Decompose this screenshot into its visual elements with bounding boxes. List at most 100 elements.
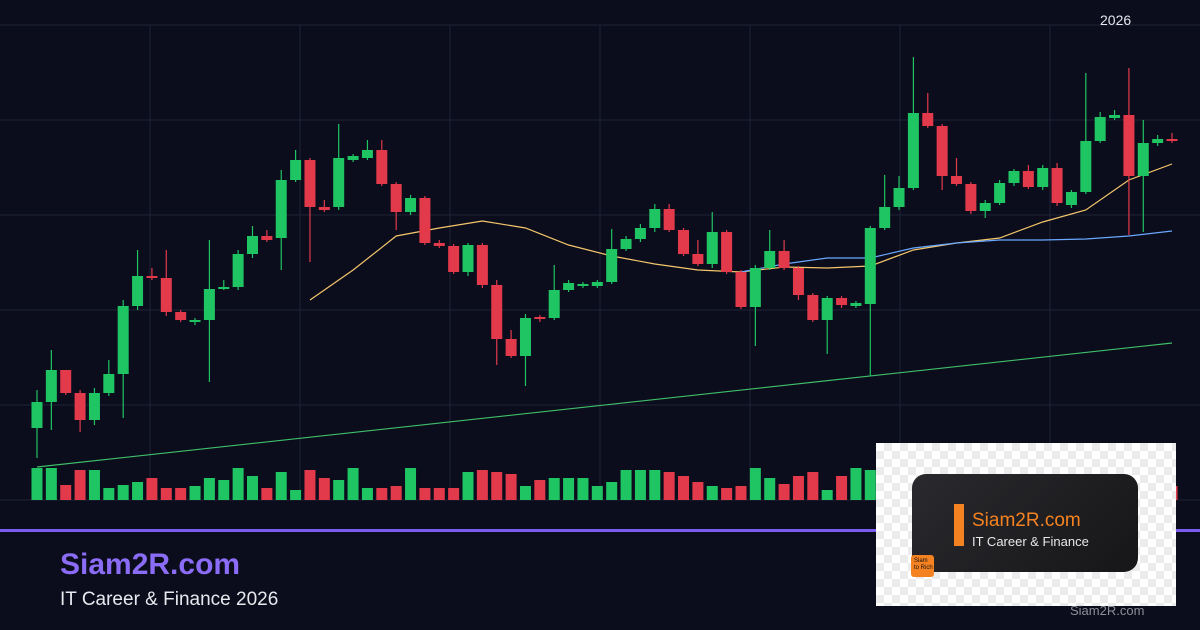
candle-body	[203, 289, 215, 320]
candle-body	[591, 282, 603, 286]
candle-body	[361, 150, 373, 158]
volume-bar	[864, 470, 876, 500]
logo-tagline: IT Career & Finance	[972, 534, 1089, 549]
volume-bar	[792, 476, 804, 500]
candle-body	[175, 312, 187, 320]
volume-bar	[347, 468, 359, 500]
volume-bar	[275, 472, 287, 500]
candle-body	[922, 113, 934, 126]
watermark: Siam2R.com	[1070, 603, 1145, 618]
candle-body	[405, 198, 417, 212]
candle-body	[1137, 143, 1149, 176]
volume-bar	[74, 470, 86, 500]
candle-body	[534, 317, 546, 319]
volume-bar	[663, 472, 675, 500]
candle-body	[1109, 115, 1121, 118]
volume-bar	[821, 490, 833, 500]
candle-body	[31, 402, 43, 428]
candle-body	[778, 251, 790, 268]
volume-bar	[678, 476, 690, 500]
volume-bar	[405, 468, 417, 500]
logo-card: Siam2R.com IT Career & Finance Siam to R…	[876, 443, 1176, 606]
logo-panel: Siam2R.com IT Career & Finance	[912, 474, 1138, 572]
volume-bar	[778, 484, 790, 500]
candle-body	[965, 184, 977, 211]
volume-bar	[132, 482, 144, 500]
candle-body	[836, 298, 848, 305]
candle-body	[74, 393, 86, 420]
volume-bar	[476, 470, 488, 500]
volume-bar	[117, 485, 129, 500]
candle-body	[88, 393, 100, 420]
candle-body	[261, 236, 273, 240]
candle-body	[390, 184, 402, 212]
candle-body	[45, 370, 57, 402]
volume-bar	[534, 480, 546, 500]
period-label: 2026	[1100, 12, 1132, 28]
candle-body	[951, 176, 963, 184]
volume-bar	[764, 478, 776, 500]
candle-body	[376, 150, 388, 184]
volume-bar	[60, 485, 72, 500]
candle-body	[160, 278, 172, 312]
volume-bar	[836, 476, 848, 500]
candle-body	[807, 295, 819, 320]
volume-bar	[548, 478, 560, 500]
volume-bar	[692, 482, 704, 500]
volume-bar	[376, 488, 388, 500]
candle-body	[1065, 192, 1077, 205]
logo-name: Siam2R.com	[972, 510, 1081, 531]
volume-bar	[649, 470, 661, 500]
candle-body	[60, 370, 72, 393]
candle-body	[1094, 117, 1106, 141]
icon-text: Siam	[914, 558, 928, 564]
candle-body	[1152, 139, 1164, 143]
volume-bar	[448, 488, 460, 500]
candle-body	[678, 230, 690, 254]
volume-bar	[577, 478, 589, 500]
logo-bar	[954, 504, 964, 546]
candle-body	[692, 254, 704, 264]
volume-bar	[519, 486, 531, 500]
volume-bar	[146, 478, 158, 500]
logo-icon: Siam to Rich	[911, 555, 934, 577]
overlay-line	[36, 342, 1173, 468]
volume-bar	[246, 476, 258, 500]
candle-body	[1080, 141, 1092, 192]
candle-body	[764, 251, 776, 268]
candle-body	[792, 268, 804, 295]
volume-bar	[31, 468, 43, 500]
candle-body	[1051, 168, 1063, 203]
candle-body	[419, 198, 431, 243]
candle-body	[318, 207, 330, 210]
volume-bar	[189, 486, 201, 500]
volume-bar	[390, 486, 402, 500]
candle-body	[333, 158, 345, 207]
volume-bar	[735, 486, 747, 500]
candle-body	[864, 228, 876, 304]
volume-bar	[218, 480, 230, 500]
icon-text: to Rich	[914, 565, 933, 571]
candle-body	[634, 228, 646, 239]
grid	[0, 24, 1200, 501]
candle-body	[462, 245, 474, 272]
candle-body	[1166, 139, 1178, 141]
candle-body	[132, 276, 144, 306]
volume-bar	[620, 470, 632, 500]
volume-bar	[706, 486, 718, 500]
candle-body	[476, 245, 488, 285]
candle-body	[620, 239, 632, 249]
volume-bar	[606, 482, 618, 500]
volume-bar	[591, 486, 603, 500]
candle-body	[936, 126, 948, 176]
candle-body	[275, 180, 287, 238]
volume-bar	[634, 470, 646, 500]
candle-body	[879, 207, 891, 228]
volume-bar	[103, 488, 115, 500]
candle-body	[994, 183, 1006, 203]
volume-bar	[433, 488, 445, 500]
candle-body	[907, 113, 919, 188]
volume-bar	[261, 488, 273, 500]
